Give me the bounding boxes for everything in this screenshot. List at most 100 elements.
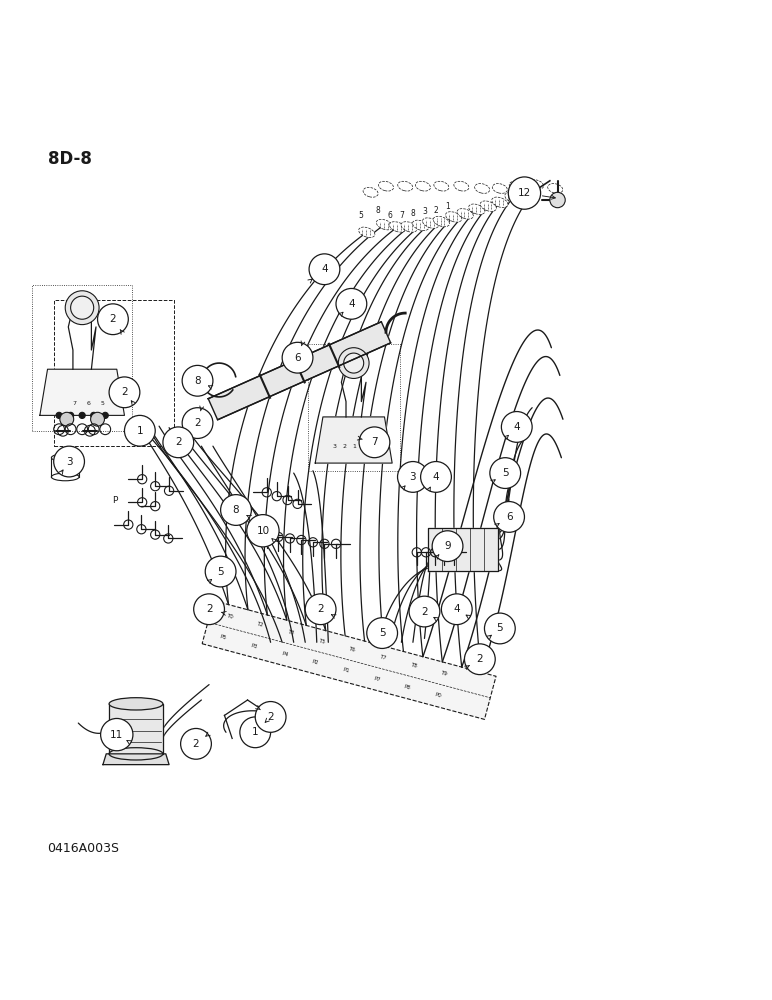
Circle shape xyxy=(490,458,520,488)
Ellipse shape xyxy=(457,209,473,219)
Text: P7: P7 xyxy=(373,676,381,682)
Polygon shape xyxy=(40,369,124,415)
Text: T6: T6 xyxy=(348,646,356,653)
Text: P2: P2 xyxy=(312,659,320,666)
Ellipse shape xyxy=(377,219,393,230)
Text: 5: 5 xyxy=(379,628,385,638)
Circle shape xyxy=(56,412,63,418)
Ellipse shape xyxy=(510,181,524,191)
Text: 2: 2 xyxy=(317,604,324,614)
Polygon shape xyxy=(103,754,169,765)
Text: 6: 6 xyxy=(506,512,513,522)
Circle shape xyxy=(282,342,313,373)
Text: 4: 4 xyxy=(513,422,520,432)
Text: T5: T5 xyxy=(317,638,325,644)
Circle shape xyxy=(124,415,155,446)
Text: P: P xyxy=(113,496,118,505)
Text: 8D-8: 8D-8 xyxy=(48,150,91,168)
Text: P5: P5 xyxy=(220,635,228,641)
Circle shape xyxy=(70,296,93,319)
Ellipse shape xyxy=(52,454,79,462)
Circle shape xyxy=(367,618,398,648)
Circle shape xyxy=(109,377,140,408)
Circle shape xyxy=(256,702,286,732)
Text: T9: T9 xyxy=(440,671,448,677)
Circle shape xyxy=(182,408,213,438)
Text: T: T xyxy=(128,401,132,406)
Circle shape xyxy=(501,412,532,442)
Text: 1: 1 xyxy=(252,727,259,737)
Circle shape xyxy=(100,718,133,751)
Circle shape xyxy=(485,613,515,644)
Text: 2: 2 xyxy=(422,607,428,617)
Text: 2: 2 xyxy=(434,206,438,215)
Circle shape xyxy=(221,495,252,525)
Ellipse shape xyxy=(433,216,449,227)
Text: 5: 5 xyxy=(217,567,224,577)
Text: 8: 8 xyxy=(195,376,201,386)
Ellipse shape xyxy=(454,181,469,191)
Text: 5: 5 xyxy=(502,468,509,478)
Text: 3: 3 xyxy=(410,472,416,482)
Ellipse shape xyxy=(492,197,508,208)
Circle shape xyxy=(398,462,428,492)
Circle shape xyxy=(309,254,340,285)
Text: P3: P3 xyxy=(250,643,258,649)
Circle shape xyxy=(336,288,367,319)
Circle shape xyxy=(97,304,128,335)
Circle shape xyxy=(338,348,369,378)
Text: 9: 9 xyxy=(444,541,451,551)
Circle shape xyxy=(79,412,85,418)
Text: 4: 4 xyxy=(321,264,328,274)
Text: T7: T7 xyxy=(379,654,387,661)
Text: 11: 11 xyxy=(110,730,124,740)
Circle shape xyxy=(344,353,364,373)
Ellipse shape xyxy=(422,218,438,228)
Ellipse shape xyxy=(412,220,428,231)
Text: 3: 3 xyxy=(333,444,337,449)
Text: T2: T2 xyxy=(256,621,264,628)
Text: 8: 8 xyxy=(376,206,381,215)
Text: P: P xyxy=(114,401,118,406)
Text: 2: 2 xyxy=(175,437,181,447)
Text: T3: T3 xyxy=(286,630,295,636)
Circle shape xyxy=(66,291,99,325)
Text: 2: 2 xyxy=(193,739,199,749)
Ellipse shape xyxy=(505,192,521,203)
Text: 2: 2 xyxy=(206,604,212,614)
Text: P4: P4 xyxy=(281,651,289,658)
Text: 6: 6 xyxy=(294,353,301,363)
Ellipse shape xyxy=(378,181,394,191)
Text: 5: 5 xyxy=(100,401,104,406)
Text: 2: 2 xyxy=(267,712,274,722)
Ellipse shape xyxy=(547,184,563,193)
Circle shape xyxy=(508,177,540,209)
Text: 0416A003S: 0416A003S xyxy=(48,842,120,855)
Circle shape xyxy=(421,462,452,492)
Circle shape xyxy=(102,412,108,418)
Circle shape xyxy=(305,594,336,625)
Circle shape xyxy=(163,427,194,458)
Text: 12: 12 xyxy=(518,188,531,198)
Text: 6: 6 xyxy=(388,211,392,220)
Polygon shape xyxy=(202,601,496,719)
Text: 10: 10 xyxy=(256,526,269,536)
Circle shape xyxy=(60,412,73,426)
Circle shape xyxy=(67,412,73,418)
Text: 2: 2 xyxy=(110,314,117,324)
Ellipse shape xyxy=(389,222,405,232)
Text: 4: 4 xyxy=(432,472,439,482)
Ellipse shape xyxy=(529,180,543,190)
Text: 5: 5 xyxy=(363,444,367,449)
Polygon shape xyxy=(208,322,391,420)
Text: 2: 2 xyxy=(343,444,347,449)
Text: T: T xyxy=(373,444,377,449)
Circle shape xyxy=(465,644,495,675)
Ellipse shape xyxy=(469,204,485,214)
Text: T0: T0 xyxy=(225,613,233,620)
Text: 7: 7 xyxy=(73,401,76,406)
Text: 2: 2 xyxy=(476,654,483,664)
Circle shape xyxy=(205,556,236,587)
Text: P0: P0 xyxy=(434,692,442,699)
Ellipse shape xyxy=(401,222,417,232)
